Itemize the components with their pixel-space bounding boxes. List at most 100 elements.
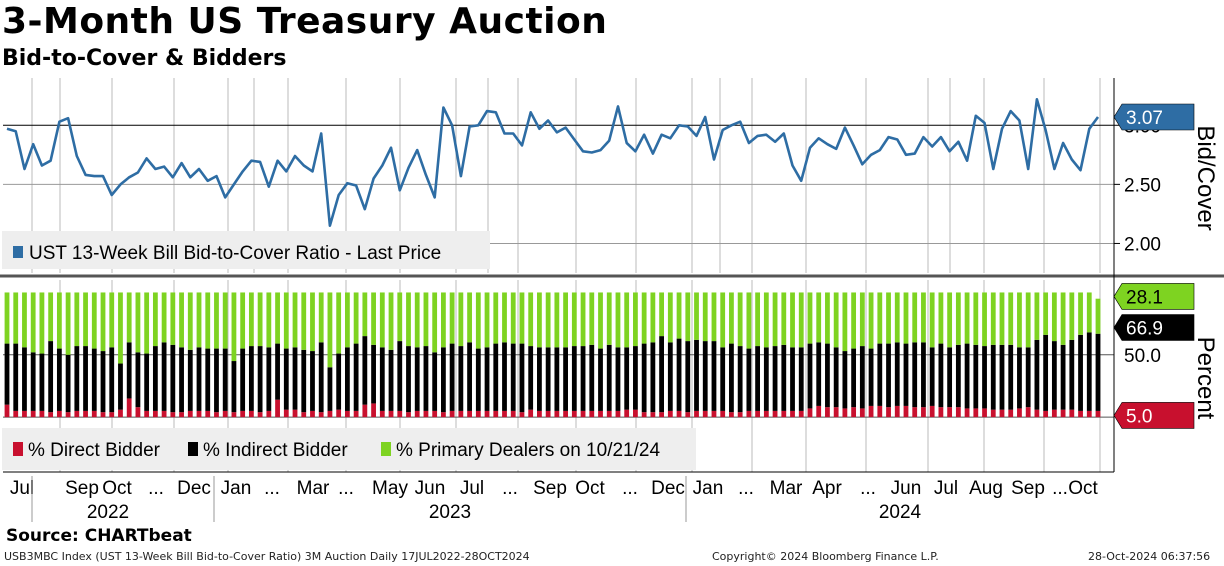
bar-direct — [641, 412, 647, 418]
bar-direct — [118, 409, 123, 418]
bar-indirect — [510, 343, 516, 411]
bar-direct — [100, 412, 106, 418]
bar-dealers — [1051, 292, 1057, 342]
last-value-dealers-text: 28.1 — [1126, 287, 1163, 308]
footer-index-info: USB3MBC Index (UST 13-Week Bill Bid-to-C… — [4, 550, 530, 563]
x-year-label: 2023 — [429, 502, 471, 523]
bar-dealers — [170, 292, 176, 345]
bar-dealers — [790, 292, 795, 348]
last-value-dealers-shape — [1113, 283, 1195, 310]
bar-direct — [13, 410, 19, 418]
legend-indirect-label: % Indirect Bidder — [203, 440, 348, 461]
bar-indirect — [266, 347, 272, 411]
bar-dealers — [440, 292, 446, 348]
bar-dealers — [248, 292, 254, 347]
x-month-label: Jan — [693, 478, 724, 499]
bar-indirect — [397, 341, 403, 411]
bar-indirect — [641, 343, 647, 413]
bar-indirect — [152, 346, 158, 411]
bar-direct — [467, 410, 472, 418]
x-month-label: ... — [738, 478, 754, 499]
bar-direct — [999, 409, 1005, 418]
bar-dealers — [772, 292, 778, 347]
bar-dealers — [74, 292, 80, 347]
bar-indirect — [336, 353, 342, 410]
bar-dealers — [187, 292, 193, 350]
bar-indirect — [676, 338, 682, 411]
bar-direct — [39, 410, 45, 418]
bar-dealers — [1043, 292, 1049, 335]
footer-timestamp: 28-Oct-2024 06:37:56 — [1088, 550, 1211, 563]
bar-indirect — [126, 342, 132, 399]
bar-indirect — [912, 342, 918, 408]
bar-indirect — [798, 347, 804, 411]
bar-indirect — [240, 348, 246, 411]
bar-direct — [685, 412, 691, 418]
bar-indirect — [100, 351, 106, 413]
last-value-direct-text: 5.0 — [1126, 406, 1152, 427]
bar-dealers — [327, 292, 333, 368]
footer-copyright: Copyright© 2024 Bloomberg Finance L.P. — [712, 550, 939, 563]
bar-direct — [903, 405, 909, 418]
bar-dealers — [48, 292, 54, 342]
bar-indirect — [48, 341, 54, 413]
bar-indirect — [929, 347, 935, 406]
bar-indirect — [825, 343, 830, 408]
bar-indirect — [606, 344, 612, 411]
bar-indirect — [301, 349, 307, 413]
bar-direct — [91, 410, 97, 418]
bar-dealers — [685, 292, 691, 342]
bar-direct — [214, 412, 219, 418]
bar-dealers — [807, 292, 813, 344]
bar-dealers — [449, 292, 455, 344]
bar-indirect — [144, 353, 150, 411]
bar-direct — [571, 410, 577, 418]
bar-indirect — [633, 346, 638, 410]
bar-dealers — [205, 292, 211, 349]
bar-indirect — [851, 348, 857, 408]
bar-indirect — [659, 336, 665, 413]
x-month-label: Oct — [575, 478, 605, 499]
bar-indirect — [729, 343, 734, 413]
bar-indirect — [118, 363, 123, 410]
bar-direct — [318, 412, 324, 418]
bar-direct — [545, 410, 551, 418]
bar-direct — [1043, 410, 1049, 418]
bar-indirect — [964, 343, 970, 409]
bar-indirect — [1095, 333, 1101, 411]
bar-dealers — [126, 292, 132, 343]
x-month-label: Aug — [969, 478, 1003, 499]
x-month-label: Mar — [770, 478, 803, 499]
bar-direct — [1060, 409, 1066, 418]
bar-direct — [187, 410, 193, 418]
bar-direct — [790, 410, 795, 418]
bar-direct — [816, 405, 822, 418]
bar-direct — [825, 407, 830, 418]
bar-dealers — [1086, 292, 1092, 333]
bar-direct — [362, 404, 368, 418]
bar-indirect — [1017, 347, 1022, 409]
bar-dealers — [694, 292, 699, 340]
bar-dealers — [152, 292, 158, 347]
bar-dealers — [353, 292, 359, 344]
bar-indirect — [170, 344, 176, 413]
bar-indirect — [807, 343, 813, 409]
legend-dealers-label: % Primary Dealers on 10/21/24 — [396, 440, 660, 461]
bar-direct — [947, 407, 953, 418]
bar-direct — [30, 410, 36, 418]
bar-direct — [502, 410, 507, 418]
ytick-label-bottom: 50.0 — [1124, 346, 1161, 367]
bar-indirect — [1060, 344, 1066, 410]
bar-indirect — [214, 348, 219, 413]
bar-direct — [257, 412, 263, 418]
bar-indirect — [205, 348, 211, 411]
bar-dealers — [1060, 292, 1066, 345]
bar-dealers — [266, 292, 272, 348]
bar-indirect — [74, 346, 80, 411]
bar-legend: % Direct Bidder % Indirect Bidder % Prim… — [2, 428, 696, 470]
bar-direct — [886, 407, 891, 418]
bar-direct — [179, 412, 184, 418]
bar-dealers — [964, 292, 970, 344]
bar-dealers — [301, 292, 307, 350]
bar-indirect — [842, 351, 848, 409]
